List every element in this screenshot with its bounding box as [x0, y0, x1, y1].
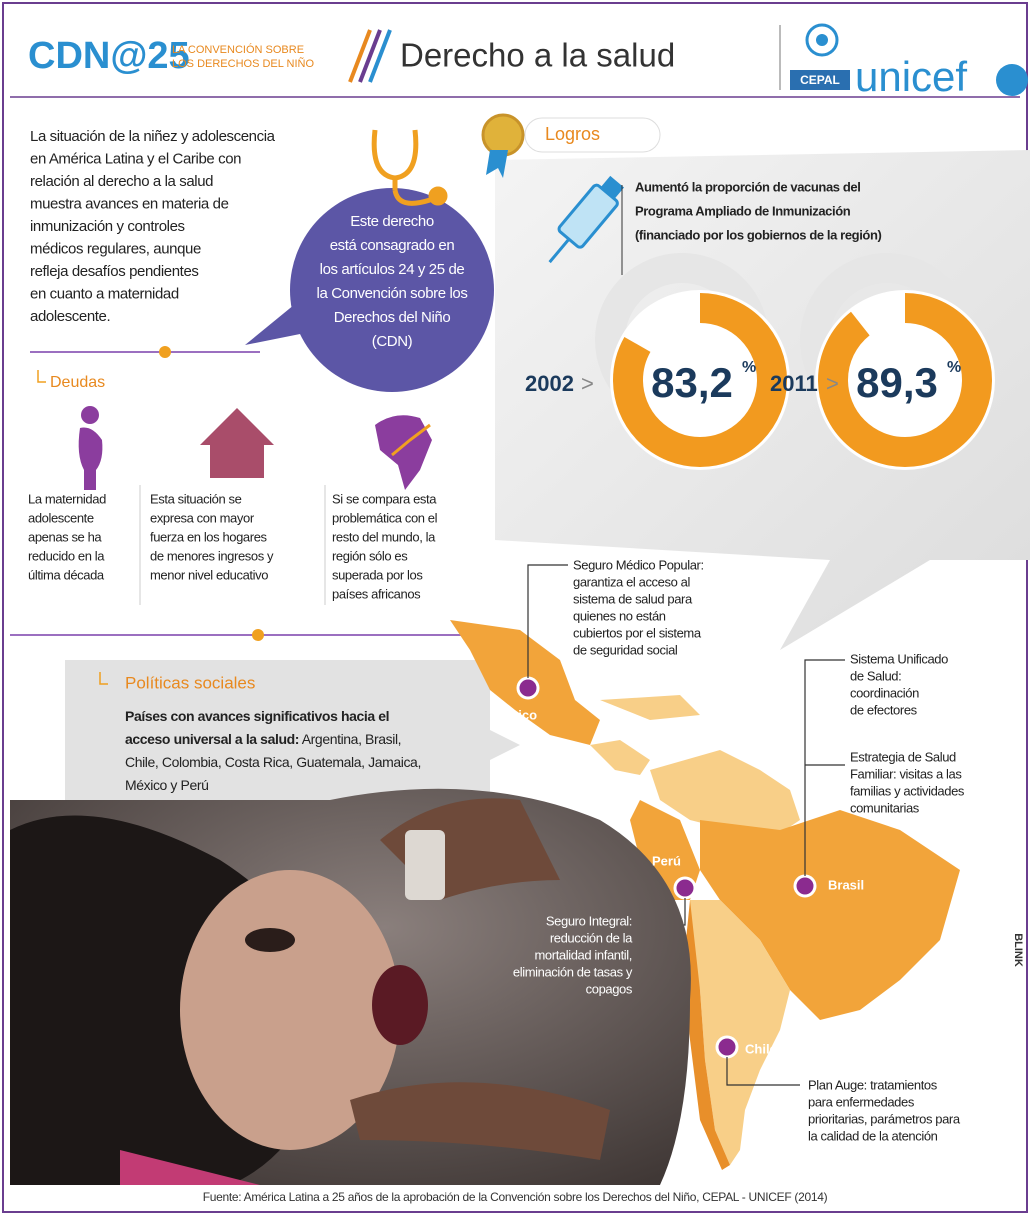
deuda-text: Si se compara esta: [332, 491, 437, 506]
map-pin: [518, 678, 538, 698]
cepal-logo: CEPAL: [800, 73, 840, 87]
year-arrow: >: [581, 371, 594, 396]
deuda-text: fuerza en los hogares: [150, 529, 268, 544]
map-pin: [675, 878, 695, 898]
deuda-text: expresa con mayor: [150, 510, 255, 525]
logros-description: (financiado por los gobiernos de la regi…: [635, 227, 882, 242]
percent-unit: %: [947, 359, 961, 376]
intro-line: adolescente.: [30, 308, 110, 325]
section-label: Políticas sociales: [125, 673, 255, 692]
medal: [483, 115, 523, 155]
unicef-emblem: [996, 64, 1028, 96]
map-note: garantiza el acceso al: [573, 574, 690, 589]
logros-description: Programa Ampliado de Inmunización: [635, 203, 851, 218]
year: 2002: [525, 371, 574, 396]
deuda-text: región sólo es: [332, 548, 408, 563]
bubble-line: está consagrado en: [330, 237, 455, 254]
map-note: Seguro Médico Popular:: [573, 557, 704, 572]
intro-line: La situación de la niñez y adolescencia: [30, 128, 276, 145]
percent-value: 89,3: [856, 359, 938, 406]
map-note: Familiar: visitas a las: [850, 766, 962, 781]
logros-description: Aumentó la proporción de vacunas del: [635, 179, 860, 194]
map-note: de efectores: [850, 702, 918, 717]
intro-line: muestra avances en materia de: [30, 195, 229, 212]
watermark: BLINK: [1012, 933, 1024, 967]
page-title: Derecho a la salud: [400, 37, 675, 74]
map-note: quienes no están: [573, 608, 666, 623]
country-label: Brasil: [828, 877, 864, 892]
section-label: Deudas: [50, 374, 105, 391]
map-note: mortalidad infantil,: [535, 947, 633, 962]
map-pin: [795, 876, 815, 896]
deuda-text: La maternidad: [28, 491, 106, 506]
intro-line: en América Latina y el Caribe con: [30, 150, 241, 167]
intro-line: refleja desafíos pendientes: [30, 263, 199, 280]
un-emblem: [807, 25, 837, 55]
icon-africa: [375, 415, 432, 490]
map-note: copagos: [586, 981, 633, 996]
map-note: Plan Auge: tratamientos: [808, 1077, 938, 1092]
intro-line: en cuanto a maternidad: [30, 285, 179, 302]
bubble-line: Derechos del Niño: [334, 309, 451, 326]
deuda-text: Esta situación se: [150, 491, 242, 506]
deuda-text: adolescente: [28, 510, 94, 525]
deuda-text: de menores ingresos y: [150, 548, 274, 563]
map-note: eliminación de tasas y: [513, 964, 633, 979]
bubble-line: (CDN): [372, 333, 413, 350]
map-pin: [717, 1037, 737, 1057]
map-note: de seguridad social: [573, 642, 678, 657]
map-note: sistema de salud para: [573, 591, 693, 606]
deuda-text: resto del mundo, la: [332, 529, 436, 544]
map-note: coordinación: [850, 685, 919, 700]
deuda-text: última década: [28, 567, 105, 582]
bubble-line: la Convención sobre los: [317, 285, 468, 302]
map-note: prioritarias, parámetros para: [808, 1111, 961, 1126]
country-label: México: [493, 707, 537, 722]
deuda-text: apenas se ha: [28, 529, 102, 544]
percent-unit: %: [742, 359, 756, 376]
intro-line: inmunización y controles: [30, 218, 185, 235]
rule-dot: [252, 629, 264, 641]
brand-sub: LOS DERECHOS DEL NIÑO: [172, 57, 314, 70]
map-note: Seguro Integral:: [546, 913, 632, 928]
country-label: Perú: [652, 853, 681, 868]
politicas-text: Países con avances significativos hacia …: [125, 705, 425, 797]
unicef-logo: unicef: [855, 53, 967, 100]
map-note: de Salud:: [850, 668, 901, 683]
infographic: CDN@25 LA CONVENCIÓN SOBRE LOS DERECHOS …: [0, 0, 1030, 1215]
country-label: Chile: [745, 1041, 777, 1056]
section-label: Logros: [545, 124, 600, 144]
source: Fuente: América Latina a 25 años de la a…: [203, 1190, 828, 1204]
map-note: para enfermedades: [808, 1094, 915, 1109]
deuda-text: países africanos: [332, 586, 421, 601]
infographic-canvas: CDN@25 LA CONVENCIÓN SOBRE LOS DERECHOS …: [0, 0, 1030, 1215]
slashes: [350, 30, 390, 82]
page: CDN@25 LA CONVENCIÓN SOBRE LOS DERECHOS …: [0, 0, 1030, 1215]
rule-dot: [159, 346, 171, 358]
deuda-text: superada por los: [332, 567, 423, 582]
brand: CDN@25: [28, 35, 190, 77]
percent-value: 83,2: [651, 359, 733, 406]
intro-line: médicos regulares, aunque: [30, 240, 201, 257]
bubble-line: los artículos 24 y 25 de: [320, 261, 465, 278]
map-note: Estrategia de Salud: [850, 749, 956, 764]
deuda-text: problemática con el: [332, 510, 438, 525]
bubble-line: Este derecho: [350, 213, 434, 230]
bracket: [38, 370, 46, 382]
map-note: reducción de la: [550, 930, 633, 945]
year-arrow: >: [826, 371, 839, 396]
deuda-text: reducido en la: [28, 548, 105, 563]
brand-sub: LA CONVENCIÓN SOBRE: [172, 43, 304, 56]
map-note: la calidad de la atención: [808, 1128, 938, 1143]
map-note: Sistema Unificado: [850, 651, 948, 666]
icon-pregnant: [79, 406, 103, 490]
map-note: comunitarias: [850, 800, 920, 815]
year: 2011: [770, 371, 818, 396]
map-note: familias y actividades: [850, 783, 965, 798]
icon-house: [200, 408, 274, 478]
intro-line: relación al derecho a la salud: [30, 173, 213, 190]
deuda-text: menor nivel educativo: [150, 567, 268, 582]
map-note: cubiertos por el sistema: [573, 625, 702, 640]
